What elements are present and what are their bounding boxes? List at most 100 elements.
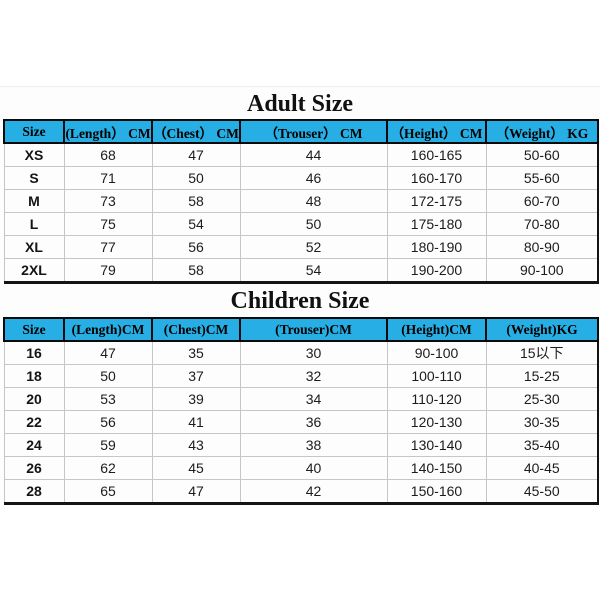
size-cell: 22: [3, 410, 65, 434]
value-cell: 54: [239, 258, 388, 283]
value-cell: 79: [63, 258, 153, 283]
value-cell: 70-80: [485, 212, 599, 236]
table-row: 28 65 47 42 150-160 45-50: [3, 479, 599, 504]
children-size-title: Children Size: [230, 288, 370, 314]
header-row: Size (Length)CM (Chest)CM (Trouser)CM (Heigh…: [3, 317, 599, 342]
value-cell: 35: [151, 340, 241, 365]
column-header: (Trouser)CM: [239, 317, 388, 342]
value-cell: 44: [239, 142, 388, 167]
value-cell: 62: [63, 456, 153, 480]
table-row: 20 53 39 34 110-120 25-30: [3, 387, 599, 411]
table-row: 2XL 79 58 54 190-200 90-100: [3, 258, 599, 283]
value-cell: 54: [151, 212, 241, 236]
value-cell: 34: [239, 387, 388, 411]
column-header: Size: [3, 317, 65, 342]
value-cell: 30: [239, 340, 388, 365]
value-cell: 160-165: [386, 142, 487, 167]
children-table-body: 16 47 35 30 90-100 15以下 18 50 37 32 100-110 15-25 20…: [3, 340, 599, 504]
value-cell: 47: [151, 479, 241, 504]
value-cell: 50: [239, 212, 388, 236]
adult-table-header: Size (Length） CM （Chest） CM （Trouser） CM （He…: [3, 119, 599, 144]
value-cell: 77: [63, 235, 153, 259]
value-cell: 58: [151, 189, 241, 213]
table-row: 22 56 41 36 120-130 30-35: [3, 410, 599, 434]
value-cell: 40: [239, 456, 388, 480]
value-cell: 46: [239, 166, 388, 190]
value-cell: 65: [63, 479, 153, 504]
value-cell: 40-45: [485, 456, 599, 480]
value-cell: 68: [63, 142, 153, 167]
table-row: 26 62 45 40 140-150 40-45: [3, 456, 599, 480]
value-cell: 75: [63, 212, 153, 236]
value-cell: 50-60: [485, 142, 599, 167]
value-cell: 50: [63, 364, 153, 388]
column-header: （Weight） KG: [485, 119, 599, 144]
value-cell: 71: [63, 166, 153, 190]
value-cell: 36: [239, 410, 388, 434]
value-cell: 15-25: [485, 364, 599, 388]
value-cell: 90-100: [485, 258, 599, 283]
column-header: （Chest） CM: [151, 119, 241, 144]
value-cell: 47: [151, 142, 241, 167]
table-row: 18 50 37 32 100-110 15-25: [3, 364, 599, 388]
scan-area: Adult Size Size (Length） CM （Chest） CM （Tro…: [0, 86, 600, 510]
table-row: XL 77 56 52 180-190 80-90: [3, 235, 599, 259]
table-row: L 75 54 50 175-180 70-80: [3, 212, 599, 236]
value-cell: 55-60: [485, 166, 599, 190]
value-cell: 58: [151, 258, 241, 283]
value-cell: 53: [63, 387, 153, 411]
table-row: 16 47 35 30 90-100 15以下: [3, 340, 599, 365]
value-cell: 47: [63, 340, 153, 365]
size-cell: 16: [3, 340, 65, 365]
adult-table-body: XS 68 47 44 160-165 50-60 S 71 50 46 160-170 55-60 M…: [3, 142, 599, 283]
table-row: S 71 50 46 160-170 55-60: [3, 166, 599, 190]
adult-size-table: Size (Length） CM （Chest） CM （Trouser） CM （He…: [3, 119, 599, 284]
value-cell: 15以下: [485, 340, 599, 365]
value-cell: 130-140: [386, 433, 487, 457]
value-cell: 39: [151, 387, 241, 411]
size-cell: 18: [3, 364, 65, 388]
value-cell: 50: [151, 166, 241, 190]
header-row: Size (Length） CM （Chest） CM （Trouser） CM （He…: [3, 119, 599, 144]
column-header: (Length)CM: [63, 317, 153, 342]
table-row: XS 68 47 44 160-165 50-60: [3, 142, 599, 167]
adult-size-title: Adult Size: [246, 91, 353, 117]
size-cell: 2XL: [3, 258, 65, 283]
size-cell: 28: [3, 479, 65, 504]
size-cell: S: [3, 166, 65, 190]
value-cell: 60-70: [485, 189, 599, 213]
value-cell: 73: [63, 189, 153, 213]
value-cell: 80-90: [485, 235, 599, 259]
value-cell: 110-120: [386, 387, 487, 411]
column-header: （Height） CM: [386, 119, 487, 144]
value-cell: 140-150: [386, 456, 487, 480]
value-cell: 35-40: [485, 433, 599, 457]
size-cell: XL: [3, 235, 65, 259]
column-header: (Chest)CM: [151, 317, 241, 342]
value-cell: 90-100: [386, 340, 487, 365]
value-cell: 160-170: [386, 166, 487, 190]
value-cell: 190-200: [386, 258, 487, 283]
value-cell: 48: [239, 189, 388, 213]
size-cell: M: [3, 189, 65, 213]
children-table-header: Size (Length)CM (Chest)CM (Trouser)CM (Heigh…: [3, 317, 599, 342]
value-cell: 41: [151, 410, 241, 434]
column-header: （Trouser） CM: [239, 119, 388, 144]
value-cell: 150-160: [386, 479, 487, 504]
column-header: (Weight)KG: [485, 317, 599, 342]
value-cell: 38: [239, 433, 388, 457]
value-cell: 45: [151, 456, 241, 480]
table-row: 24 59 43 38 130-140 35-40: [3, 433, 599, 457]
size-cell: L: [3, 212, 65, 236]
value-cell: 180-190: [386, 235, 487, 259]
column-header: Size: [3, 119, 65, 144]
value-cell: 37: [151, 364, 241, 388]
value-cell: 172-175: [386, 189, 487, 213]
value-cell: 100-110: [386, 364, 487, 388]
size-cell: XS: [3, 142, 65, 167]
value-cell: 30-35: [485, 410, 599, 434]
value-cell: 52: [239, 235, 388, 259]
value-cell: 59: [63, 433, 153, 457]
size-cell: 20: [3, 387, 65, 411]
